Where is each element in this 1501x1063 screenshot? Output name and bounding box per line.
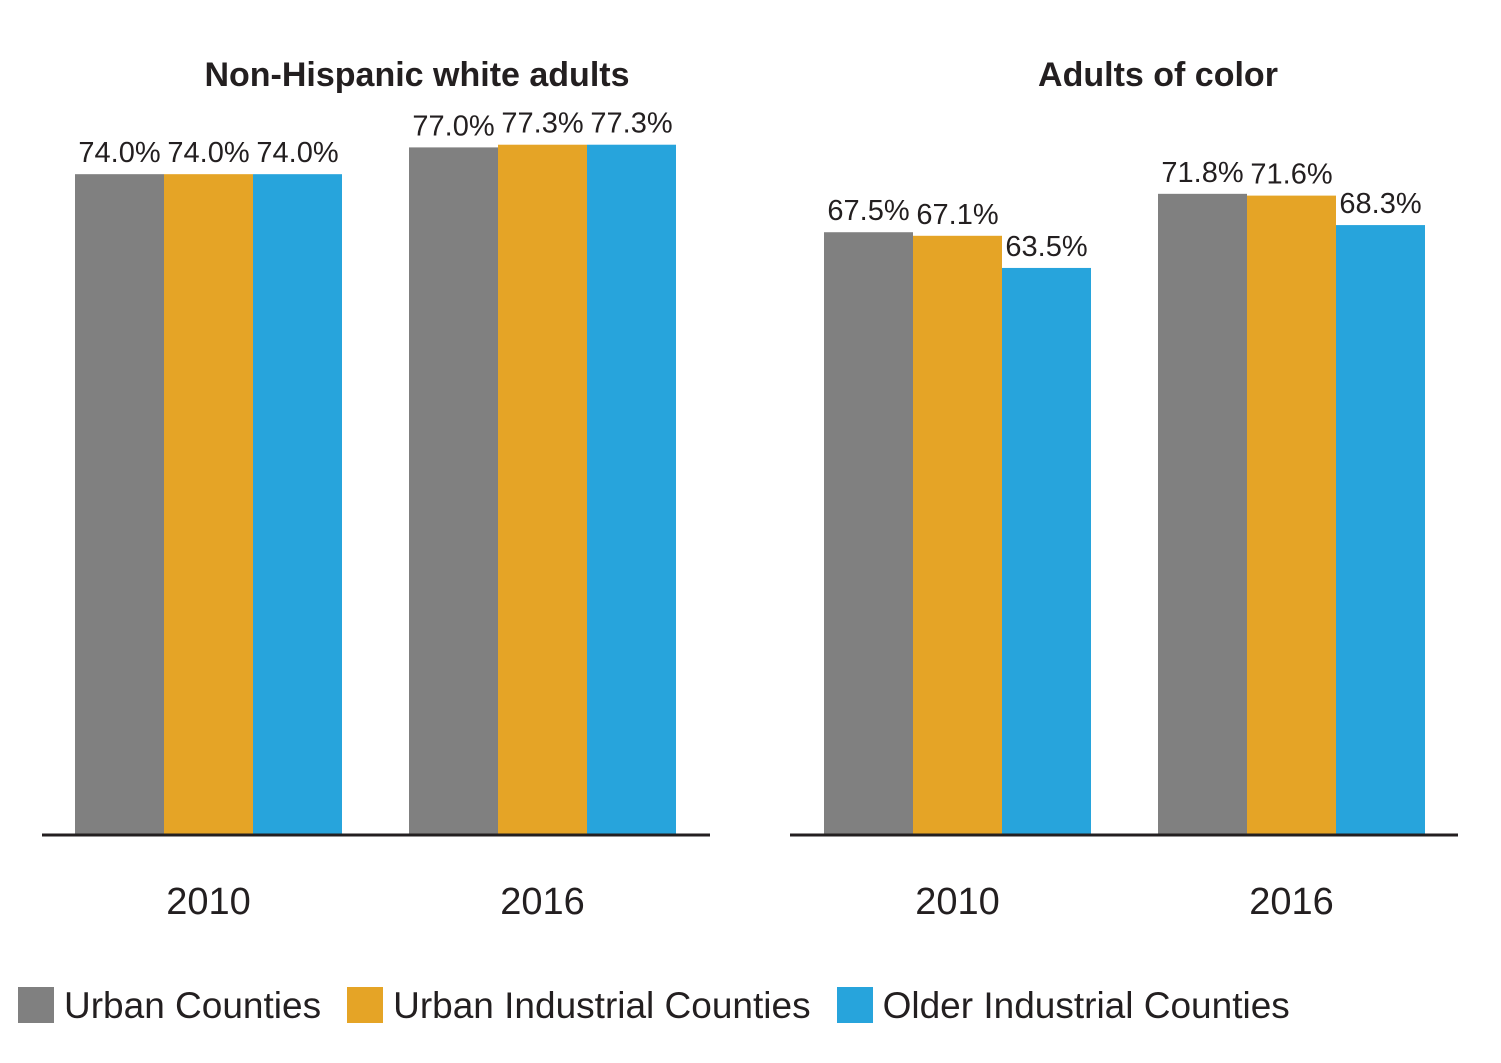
- data-label: 74.0%: [78, 137, 160, 169]
- x-tick-label: 2016: [1249, 881, 1334, 923]
- data-label: 77.3%: [590, 108, 672, 140]
- data-label: 67.5%: [827, 195, 909, 227]
- legend-swatch-older-industrial-counties: [836, 987, 873, 1023]
- legend-item-older-industrial-counties: Older Industrial Counties: [836, 984, 1290, 1026]
- data-label: 63.5%: [1005, 231, 1087, 263]
- data-label: 77.0%: [412, 110, 494, 142]
- legend-swatch-urban-industrial-counties: [347, 987, 384, 1023]
- legend-label: Urban Counties: [64, 984, 322, 1026]
- x-tick-label: 2010: [166, 881, 251, 923]
- bar: [75, 174, 164, 835]
- bar: [1336, 225, 1425, 835]
- bar: [1002, 267, 1091, 835]
- x-tick-label: 2016: [500, 881, 585, 923]
- bar: [409, 147, 498, 835]
- bar: [253, 174, 342, 835]
- bar: [498, 144, 587, 835]
- chart-title: Adults of color: [1038, 56, 1278, 94]
- bar: [1158, 193, 1247, 836]
- bar: [1247, 195, 1336, 835]
- chart-title: Non-Hispanic white adults: [204, 56, 629, 94]
- data-label: 74.0%: [167, 137, 249, 169]
- legend-item-urban-counties: Urban Counties: [18, 987, 321, 1024]
- data-label: 71.6%: [1250, 159, 1332, 191]
- bar: [824, 232, 913, 836]
- data-label: 77.3%: [501, 108, 583, 140]
- legend: Urban Counties Urban Industrial Counties…: [18, 982, 1493, 1028]
- bar: [587, 144, 676, 835]
- data-label: 71.8%: [1161, 157, 1243, 189]
- legend-label: Urban Industrial Counties: [393, 984, 811, 1026]
- data-label: 68.3%: [1339, 188, 1421, 220]
- data-label: 74.0%: [256, 137, 338, 169]
- data-label: 67.1%: [916, 199, 998, 231]
- legend-item-urban-industrial-counties: Urban Industrial Counties: [347, 987, 811, 1024]
- legend-label: Older Industrial Counties: [882, 984, 1290, 1026]
- bar: [164, 174, 253, 835]
- legend-swatch-urban-counties: [18, 987, 54, 1023]
- bar: [913, 235, 1002, 835]
- x-tick-label: 2010: [915, 881, 1000, 923]
